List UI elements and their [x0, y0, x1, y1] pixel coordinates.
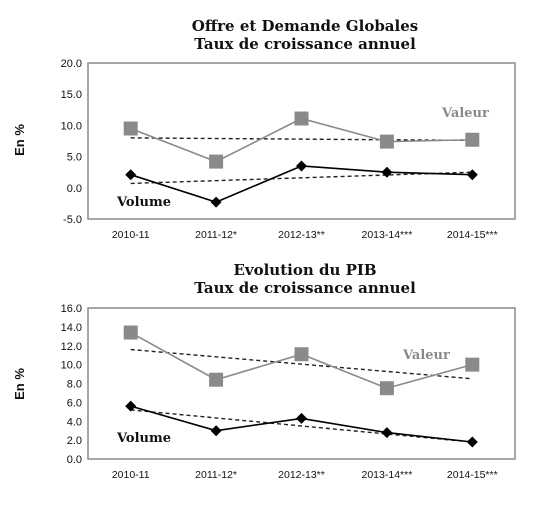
data-point-valeur [294, 347, 309, 362]
y-tick-label: 5.0 [67, 152, 82, 164]
y-tick-label: 4.0 [67, 416, 82, 428]
data-point-volume [296, 160, 307, 172]
plot-area [87, 307, 516, 460]
data-point-volume [381, 166, 393, 178]
data-point-valeur [209, 154, 224, 169]
y-tick-label: 16.0 [61, 303, 82, 315]
data-point-volume [125, 400, 137, 412]
data-point-volume [125, 169, 137, 181]
x-tick-label: 2014-15*** [447, 469, 498, 481]
chart-title: Offre et Demande Globales [192, 17, 418, 35]
y-axis-label: En % [12, 368, 27, 400]
y-tick-label: 20.0 [61, 58, 82, 70]
x-tick-label: 2013-14*** [362, 229, 413, 241]
y-tick-label: 2.0 [67, 435, 82, 447]
x-tick-label: 2010-11 [112, 229, 150, 241]
series-label-valeur: Valeur [441, 106, 489, 121]
chart-offre-demande: Offre et Demande Globales Taux de croiss… [12, 17, 516, 241]
trendline-volume [130, 171, 473, 185]
plot-area [87, 62, 516, 220]
x-tick-label: 2012-13** [278, 229, 325, 241]
trendline-valeur [130, 137, 473, 142]
y-tick-label: -5.0 [63, 214, 82, 226]
x-tick-label: 2014-15*** [447, 229, 498, 241]
y-tick-label: 10.0 [61, 120, 82, 132]
y-tick-label: 0.0 [67, 454, 82, 466]
data-point-valeur [379, 134, 394, 149]
data-point-valeur [465, 357, 480, 372]
series-label-volume: Volume [116, 431, 171, 446]
x-tick-label: 2011-12* [195, 229, 237, 241]
y-tick-label: 6.0 [67, 397, 82, 409]
data-point-volume [210, 196, 222, 208]
data-point-volume [296, 412, 307, 424]
y-tick-label: 10.0 [61, 360, 82, 372]
data-point-volume [210, 425, 222, 437]
data-point-valeur [379, 381, 394, 396]
series-label-valeur: Valeur [402, 348, 450, 363]
y-axis-label: En % [12, 124, 27, 156]
x-tick-label: 2013-14*** [362, 469, 413, 481]
data-point-volume [466, 436, 478, 448]
y-tick-label: 15.0 [61, 89, 82, 101]
y-tick-label: 14.0 [61, 322, 82, 334]
series-label-volume: Volume [116, 195, 171, 210]
x-tick-label: 2012-13** [278, 469, 325, 481]
chart-evolution-pib: Evolution du PIB Taux de croissance annu… [12, 261, 516, 481]
series-line-volume [130, 405, 473, 443]
data-point-valeur [294, 111, 309, 126]
y-tick-label: 12.0 [61, 341, 82, 353]
chart-title: Evolution du PIB [233, 261, 376, 279]
trendline-valeur [130, 348, 473, 380]
x-tick-label: 2011-12* [195, 469, 237, 481]
trendline-volume [130, 409, 473, 443]
data-point-valeur [123, 121, 138, 136]
x-tick-label: 2010-11 [112, 469, 150, 481]
data-point-valeur [123, 325, 138, 340]
data-point-volume [381, 427, 393, 439]
y-tick-label: 0.0 [67, 183, 82, 195]
chart-subtitle: Taux de croissance annuel [194, 279, 416, 297]
chart-subtitle: Taux de croissance annuel [194, 35, 416, 53]
data-point-valeur [209, 372, 224, 387]
y-tick-label: 8.0 [67, 379, 82, 391]
data-point-valeur [465, 132, 480, 147]
data-point-volume [466, 169, 478, 181]
